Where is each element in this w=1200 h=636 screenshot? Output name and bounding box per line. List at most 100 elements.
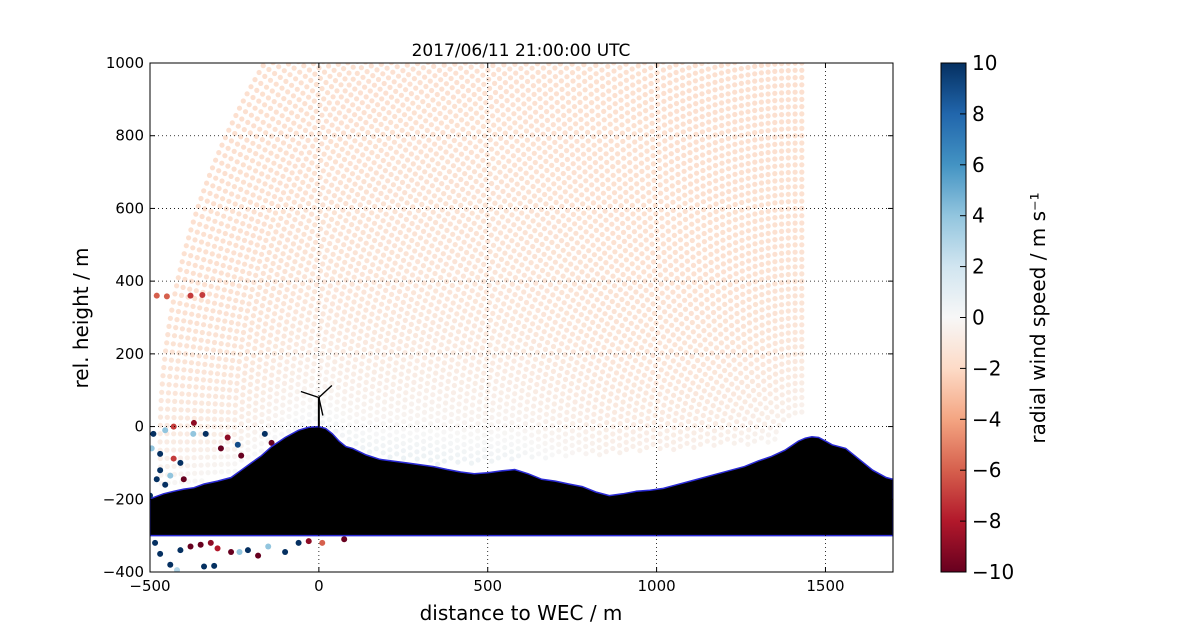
scan-point bbox=[526, 293, 533, 299]
scan-point bbox=[520, 246, 526, 252]
scan-point bbox=[765, 320, 772, 326]
scan-point bbox=[706, 323, 712, 329]
scan-point bbox=[662, 154, 668, 160]
scan-point bbox=[509, 420, 515, 426]
scan-point bbox=[451, 215, 457, 221]
scan-point bbox=[277, 102, 283, 108]
scan-point bbox=[365, 129, 371, 136]
scan-point bbox=[552, 302, 558, 308]
scan-point bbox=[759, 428, 766, 434]
scan-point bbox=[247, 381, 253, 387]
scan-point bbox=[553, 337, 559, 343]
scan-point bbox=[440, 367, 446, 373]
scan-point bbox=[381, 184, 387, 190]
scan-point bbox=[281, 226, 287, 232]
scan-point bbox=[746, 304, 752, 310]
scan-point bbox=[363, 189, 369, 195]
scan-point bbox=[681, 184, 688, 190]
scan-point bbox=[697, 275, 703, 281]
scan-point bbox=[725, 83, 731, 89]
scan-point bbox=[378, 121, 384, 127]
scan-point bbox=[547, 255, 553, 261]
scan-point bbox=[708, 259, 714, 265]
scan-point bbox=[459, 74, 465, 80]
scan-point bbox=[266, 66, 272, 73]
scan-point bbox=[414, 434, 420, 440]
scan-point bbox=[718, 400, 725, 406]
scan-point bbox=[468, 438, 474, 444]
scan-point bbox=[438, 317, 444, 323]
scan-point bbox=[674, 116, 680, 122]
scan-point bbox=[732, 186, 738, 192]
scan-point bbox=[654, 70, 660, 76]
scan-point bbox=[470, 395, 476, 401]
scan-point bbox=[157, 431, 163, 437]
scan-point bbox=[225, 272, 231, 278]
scan-point bbox=[466, 216, 472, 222]
scan-point bbox=[185, 399, 191, 405]
scan-point bbox=[752, 166, 758, 173]
scan-point bbox=[520, 142, 526, 148]
scan-point bbox=[487, 374, 493, 380]
scan-point bbox=[667, 406, 673, 412]
scan-point bbox=[347, 407, 353, 413]
scan-point bbox=[765, 275, 771, 281]
scan-point bbox=[522, 110, 528, 116]
scan-point bbox=[166, 323, 172, 329]
scan-point bbox=[231, 431, 238, 438]
scan-point bbox=[384, 377, 390, 383]
scan-point bbox=[477, 96, 483, 102]
scan-point bbox=[617, 194, 624, 200]
scan-point bbox=[686, 284, 692, 290]
scan-point bbox=[799, 234, 805, 241]
scan-point bbox=[434, 439, 440, 445]
scan-point bbox=[706, 180, 713, 186]
scan-point bbox=[195, 203, 201, 209]
scan-point bbox=[308, 303, 314, 309]
scan-point bbox=[779, 400, 786, 406]
scan-point bbox=[331, 326, 337, 332]
scan-point bbox=[575, 206, 581, 212]
scan-point bbox=[468, 431, 474, 437]
scan-point bbox=[602, 134, 608, 140]
scan-point bbox=[653, 286, 660, 292]
scan-point bbox=[518, 395, 524, 401]
scan-point bbox=[439, 181, 445, 187]
scan-point bbox=[478, 208, 485, 214]
scan-point bbox=[430, 320, 436, 326]
scan-point bbox=[387, 274, 393, 280]
scan-point bbox=[372, 143, 379, 150]
scan-point bbox=[456, 132, 462, 138]
scan-point bbox=[319, 420, 326, 426]
scan-point bbox=[799, 387, 805, 393]
scan-point bbox=[799, 242, 805, 248]
noise-point bbox=[261, 430, 268, 437]
scan-point bbox=[536, 274, 542, 280]
scan-point bbox=[254, 116, 260, 122]
scan-point bbox=[662, 146, 668, 152]
scan-point bbox=[246, 165, 252, 171]
scan-point bbox=[317, 208, 323, 214]
scan-point bbox=[640, 260, 646, 266]
scan-point bbox=[197, 272, 203, 278]
scan-point bbox=[386, 222, 392, 228]
scan-point bbox=[481, 261, 487, 267]
scan-point bbox=[198, 423, 204, 429]
scan-point bbox=[348, 263, 354, 269]
scan-point bbox=[317, 102, 323, 108]
scan-point bbox=[569, 70, 576, 76]
scan-point bbox=[479, 182, 485, 188]
scan-point bbox=[248, 112, 254, 118]
scan-point bbox=[589, 108, 595, 114]
scan-point bbox=[284, 287, 290, 293]
scan-point bbox=[630, 436, 636, 442]
scan-point bbox=[522, 161, 528, 167]
scan-point bbox=[617, 243, 623, 250]
scan-point bbox=[259, 251, 265, 257]
scan-point bbox=[617, 73, 623, 79]
scan-point bbox=[285, 312, 291, 318]
scan-point bbox=[380, 106, 386, 112]
scan-point bbox=[292, 217, 298, 223]
scan-point bbox=[501, 267, 507, 273]
scan-point bbox=[446, 272, 452, 278]
